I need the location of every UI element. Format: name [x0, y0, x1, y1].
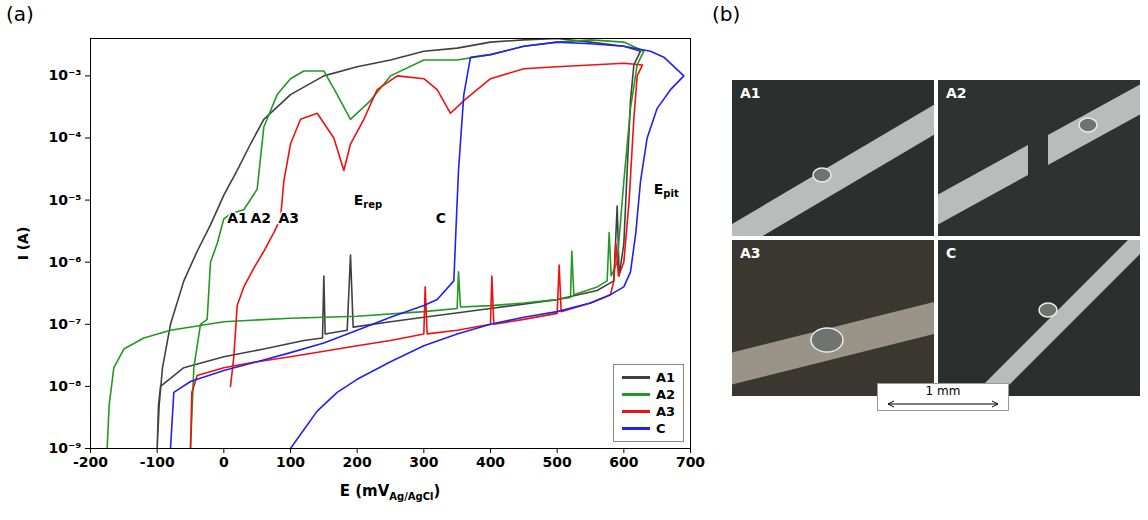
svg-text:300: 300 [409, 454, 438, 470]
html-text:A1: A1 [740, 85, 761, 101]
svg-text:10⁻⁵: 10⁻⁵ [48, 192, 81, 208]
html-text:A2: A2 [946, 85, 967, 101]
html-text:A3: A3 [655, 404, 675, 419]
svg-text:pit: pit [663, 188, 679, 199]
svg-text:600: 600 [609, 454, 638, 470]
svg-text:E: E [354, 192, 364, 208]
svg-text:400: 400 [476, 454, 505, 470]
svg-text:100: 100 [276, 454, 305, 470]
svg-text:10⁻⁹: 10⁻⁹ [48, 440, 82, 456]
svg-text:rep: rep [363, 199, 382, 210]
html-text:A3: A3 [740, 245, 761, 261]
svg-text:700: 700 [676, 454, 705, 470]
svg-text:C: C [436, 210, 446, 226]
svg-text:A3: A3 [279, 210, 300, 226]
html-text:A2: A2 [655, 387, 675, 402]
svg-text:0: 0 [219, 454, 229, 470]
svg-text:A1: A1 [227, 210, 248, 226]
html-text:C: C [655, 421, 666, 436]
html-text:E (mVAg/AgCl): E (mVAg/AgCl) [339, 482, 441, 502]
svg-text:10⁻⁸: 10⁻⁸ [48, 378, 81, 394]
html-text:A1: A1 [655, 370, 675, 385]
html-text:1 mm: 1 mm [925, 384, 961, 398]
svg-text:-200: -200 [73, 454, 108, 470]
svg-text:E: E [654, 181, 664, 197]
svg-text:10⁻⁶: 10⁻⁶ [48, 254, 81, 270]
html-text:(a): (a) [6, 2, 34, 26]
html-text:(b): (b) [712, 2, 741, 26]
svg-text:500: 500 [543, 454, 572, 470]
svg-text:200: 200 [343, 454, 372, 470]
svg-text:10⁻⁷: 10⁻⁷ [48, 316, 81, 332]
svg-text:10⁻⁴: 10⁻⁴ [48, 129, 81, 145]
html-text:C: C [946, 245, 957, 261]
svg-text:-100: -100 [140, 454, 175, 470]
svg-text:I (A): I (A) [15, 227, 31, 261]
svg-text:A2: A2 [251, 210, 272, 226]
svg-text:10⁻³: 10⁻³ [48, 67, 81, 83]
